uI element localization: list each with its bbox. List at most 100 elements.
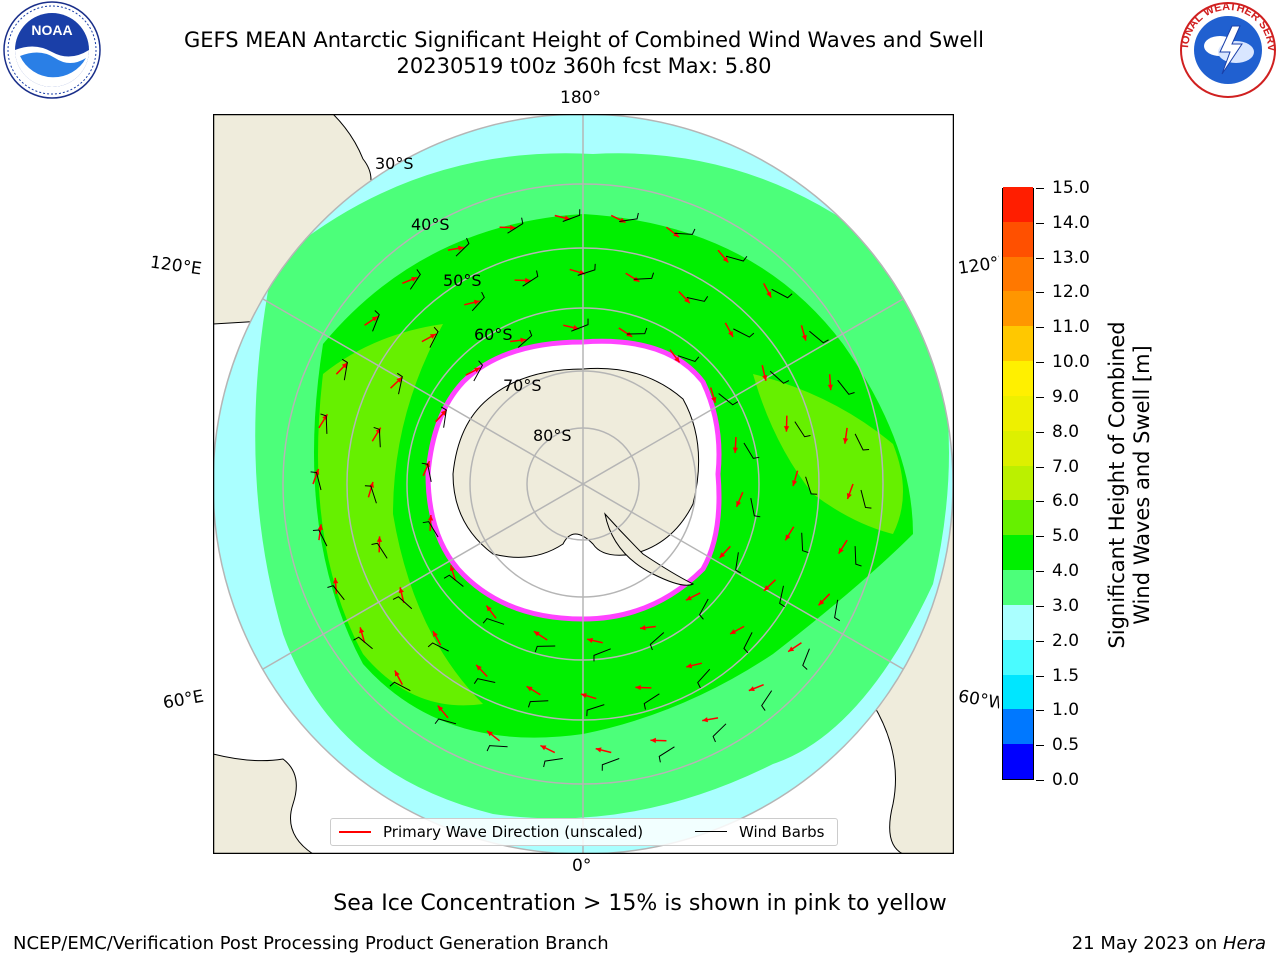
colorbar-segment: [1003, 709, 1033, 745]
wind-barb: [543, 758, 563, 768]
colorbar-tick-mark: [1036, 222, 1044, 224]
colorbar-segment: [1003, 360, 1033, 396]
page-title: GEFS MEAN Antarctic Significant Height o…: [183, 28, 985, 52]
credit-date: 21 May 2023 on Hera: [1072, 933, 1266, 954]
colorbar-tick-mark: [1036, 327, 1044, 329]
wave-direction-arrowhead: [437, 705, 444, 712]
wave-direction-arrowhead: [728, 330, 733, 337]
wind-barb: [486, 745, 508, 752]
colorbar-tick-mark: [1036, 188, 1044, 189]
wind-barb: [743, 442, 760, 459]
wind-barb: [517, 329, 533, 348]
wind-barb: [619, 212, 639, 222]
wind-barb: [341, 358, 348, 381]
lat-label-60s: 60°S: [474, 325, 513, 344]
colorbar-tick-mark: [1036, 640, 1044, 642]
wind-barb: [718, 393, 739, 406]
wind-barb: [834, 599, 841, 622]
wave-direction-arrowhead: [846, 493, 852, 500]
colorbar-segment: [1003, 291, 1033, 327]
colorbar-tick-label: 8.0: [1052, 421, 1080, 442]
lat-label-30s: 30°S: [375, 154, 414, 173]
wind-barb: [373, 426, 381, 448]
wave-direction-arrowhead: [540, 745, 547, 751]
wave-direction-arrowhead: [474, 367, 481, 373]
wind-barb: [372, 310, 380, 332]
colorbar-tick-mark: [1036, 466, 1044, 468]
colorbar-tick-label: 12.0: [1052, 282, 1090, 303]
wind-barb: [771, 288, 793, 299]
wave-direction-arrowhead: [394, 670, 400, 677]
wind-barb: [320, 413, 328, 434]
colorbar-tick-mark: [1036, 362, 1044, 364]
wind-barb: [743, 632, 753, 654]
wave-direction-arrowhead: [650, 737, 656, 744]
legend-wind-barbs-label: Wind Barbs: [739, 823, 825, 841]
wave-direction-arrowhead: [763, 585, 770, 591]
wave-direction-arrowhead: [686, 663, 693, 669]
wave-direction-arrowhead: [838, 547, 844, 554]
wind-barb: [421, 462, 432, 482]
wind-barb: [712, 723, 727, 743]
wave-direction-arrowhead: [398, 587, 404, 594]
wave-direction-arrowhead: [635, 684, 641, 691]
wave-direction-arrowhead: [792, 480, 798, 487]
wave-direction-arrowhead: [595, 747, 602, 753]
lon-label-120e: 120°E: [148, 252, 203, 280]
wind-barb: [854, 546, 862, 567]
wind-barb: [422, 521, 439, 538]
wind-barb: [801, 532, 809, 554]
colorbar-tick-label: 6.0: [1052, 491, 1080, 512]
wind-barb: [794, 421, 811, 438]
wave-band-5-6m-east: [753, 374, 903, 534]
wind-barb: [809, 330, 829, 344]
wave-direction-arrowhead: [333, 577, 339, 584]
wind-barb: [698, 598, 709, 620]
wave-direction-arrowhead: [762, 374, 768, 381]
wind-barb: [837, 379, 855, 395]
wave-direction-arrowhead: [533, 631, 540, 637]
colorbar-tick-mark: [1036, 292, 1044, 294]
legend-wave-direction-label: Primary Wave Direction (unscaled): [383, 823, 644, 841]
wind-barb: [364, 485, 377, 504]
antarctica-land: [452, 367, 700, 558]
wave-direction-arrowhead: [411, 276, 418, 282]
wave-direction-arrowhead: [314, 468, 320, 475]
wind-barb: [860, 489, 872, 509]
wind-barb: [389, 681, 411, 692]
wave-direction-arrowhead: [736, 500, 742, 507]
wind-barb: [473, 360, 484, 382]
wave-direction-arrowhead: [526, 686, 533, 692]
noaa-logo-text: NOAA: [31, 22, 72, 38]
wave-direction-arrowhead: [486, 605, 492, 612]
colorbar-tick-label: 7.0: [1052, 456, 1080, 477]
colorbar-tick-label: 0.5: [1052, 735, 1080, 756]
nws-logo: NATIONAL WEATHER SERVICE: [1176, 0, 1277, 98]
lon-label-180: 180°: [560, 88, 601, 108]
wind-barb: [429, 326, 439, 348]
wave-direction-arrowhead: [486, 730, 493, 737]
colorbar-tick-mark: [1036, 571, 1044, 573]
wind-barb: [593, 648, 611, 662]
wave-direction-arrowhead: [449, 565, 455, 572]
wind-barb: [733, 328, 755, 338]
wind-barb: [427, 642, 449, 652]
noaa-logo: NOAA: [3, 1, 101, 99]
wind-barb: [649, 632, 665, 651]
wind-barb: [805, 476, 818, 495]
wind-barb: [409, 269, 421, 290]
lat-label-80s: 80°S: [533, 426, 572, 445]
colorbar-tick-label: 14.0: [1052, 212, 1090, 233]
wind-barbs: [310, 209, 872, 771]
wave-direction-arrowhead: [730, 629, 737, 634]
colorbar-tick-mark: [1036, 710, 1044, 712]
wind-barb: [371, 542, 388, 559]
colorbar-segment: [1003, 500, 1033, 536]
colorbar-tick-label: 1.0: [1052, 700, 1080, 721]
wave-direction-arrowhead: [827, 384, 833, 391]
colorbar-segment: [1003, 256, 1033, 292]
wind-barb: [735, 552, 742, 574]
wave-direction-arrowhead: [341, 362, 348, 369]
colorbar-segment: [1003, 674, 1033, 710]
colorbar-segment: [1003, 395, 1033, 431]
